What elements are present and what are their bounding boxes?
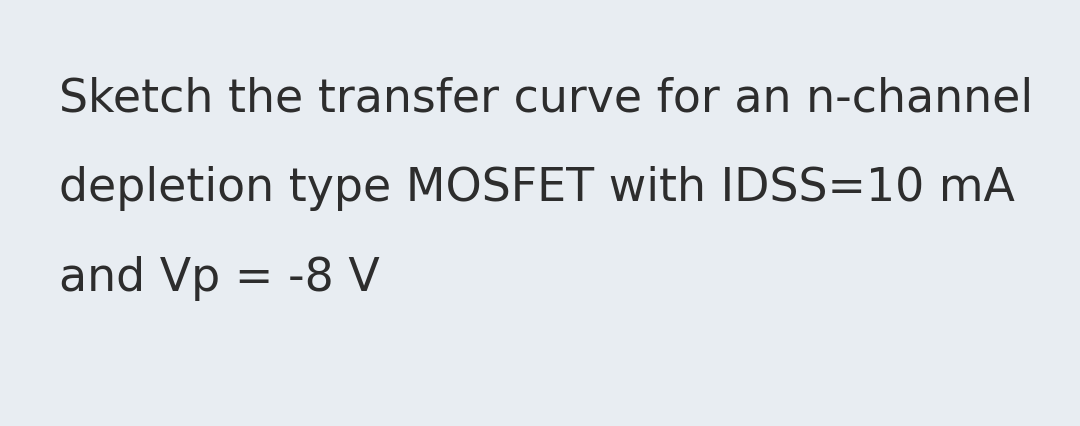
Text: and Vp = -8 V: and Vp = -8 V — [59, 256, 380, 301]
Text: Sketch the transfer curve for an n-channel: Sketch the transfer curve for an n-chann… — [59, 77, 1034, 122]
Text: depletion type MOSFET with IDSS=10 mA: depletion type MOSFET with IDSS=10 mA — [59, 166, 1015, 211]
